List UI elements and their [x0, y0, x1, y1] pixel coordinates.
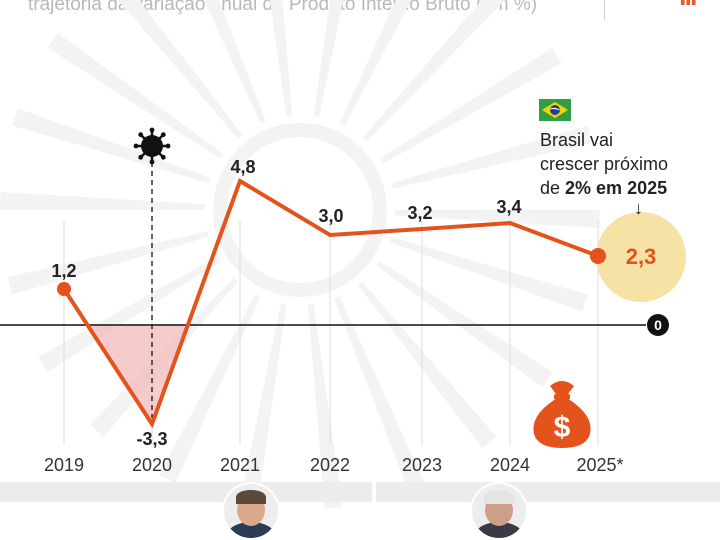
avatar-right: [470, 482, 528, 540]
background-ray: [239, 303, 287, 507]
avatar-left: [222, 482, 280, 540]
virus-spike-tip: [149, 159, 155, 165]
background-ray: [7, 231, 209, 295]
background-ray: [38, 256, 221, 373]
negative-area-fill: [87, 325, 188, 424]
virus-spike-tip: [160, 154, 166, 160]
brand-mark: ▮▮▮: [680, 0, 696, 5]
annotation-line-3: de 2% em 2025: [540, 178, 668, 198]
svg-text:$: $: [554, 411, 571, 444]
x-tick-2023: 2023: [402, 455, 442, 475]
arrow-down-icon: ↓: [634, 198, 643, 218]
virus-spike-tip: [160, 132, 166, 138]
background-ray: [269, 0, 293, 116]
background-ray: [379, 47, 562, 164]
value-label-2019: 1,2: [51, 261, 76, 281]
background-ray: [357, 281, 497, 449]
x-tick-2021: 2021: [220, 455, 260, 475]
header-divider: [604, 0, 605, 20]
background-ray: [394, 210, 600, 228]
gdp-line: [62, 178, 599, 429]
brazil-flag-icon: [539, 99, 571, 121]
annotation-line-1: Brasil vai: [540, 130, 614, 150]
x-tick-2019: 2019: [44, 455, 84, 475]
value-labels: 1,2 -3,3 4,8 3,0 3,2 3,4 2,3: [51, 157, 656, 449]
background-rays: [0, 0, 600, 509]
data-point-2019: [57, 282, 71, 296]
virus-spike-tip: [149, 127, 155, 133]
virus-spike-tip: [165, 143, 171, 149]
money-bag-icon: $: [533, 381, 591, 448]
value-label-2021: 4,8: [230, 157, 255, 177]
gdp-series-line: [62, 178, 599, 429]
x-tick-2025*: 2025*: [576, 455, 623, 475]
negative-area-2020: [87, 325, 188, 424]
x-tick-2022: 2022: [310, 455, 350, 475]
background-ring: [213, 123, 387, 297]
background-ray: [307, 304, 343, 509]
data-points: [57, 248, 606, 296]
forecast-highlight: [596, 212, 686, 302]
background-ray: [47, 32, 224, 159]
background-ray: [12, 108, 211, 184]
background-ray: [118, 0, 243, 139]
baseline-label: 0: [654, 317, 662, 333]
forecast-annotation: Brasil vai crescer próximo de 2% em 2025: [540, 128, 710, 200]
timeline-separator: [372, 482, 376, 502]
value-label-2023: 3,2: [407, 203, 432, 223]
value-label-2022: 3,0: [318, 206, 343, 226]
virus-spike-tip: [138, 132, 144, 138]
bottom-timeline-bar: [0, 482, 720, 502]
x-tick-2024: 2024: [490, 455, 530, 475]
background-ray: [204, 0, 266, 124]
forecast-highlight-circle: [596, 212, 686, 302]
value-label-2020: -3,3: [136, 429, 167, 449]
value-label-2025*: 2,3: [626, 244, 657, 269]
baseline-marker: [647, 314, 669, 336]
background-ray: [391, 125, 593, 189]
background-ray: [313, 0, 344, 117]
value-label-2024: 3,4: [496, 197, 521, 217]
covid-marker: [133, 127, 171, 418]
background-ray: [159, 293, 261, 483]
background-ray: [376, 261, 553, 388]
coronavirus-icon: [133, 127, 171, 165]
data-point-2025*: [590, 248, 606, 264]
virus-body: [141, 135, 163, 157]
background-ray: [339, 0, 412, 127]
zero-baseline: 0: [0, 314, 669, 336]
background-ray: [334, 296, 425, 490]
x-axis-tick-labels: 2019 2020 2021 2022 2023 2024 2025*: [44, 455, 624, 475]
annotation-highlight: 2% em 2025: [565, 178, 668, 198]
background-ray: [389, 236, 588, 312]
background-ray: [0, 192, 206, 210]
virus-spike-tip: [138, 154, 144, 160]
x-tick-2020: 2020: [132, 455, 172, 475]
annotation-line-2: crescer próximo: [540, 154, 669, 174]
background-ray: [362, 0, 506, 143]
virus-spike-tip: [133, 143, 139, 149]
